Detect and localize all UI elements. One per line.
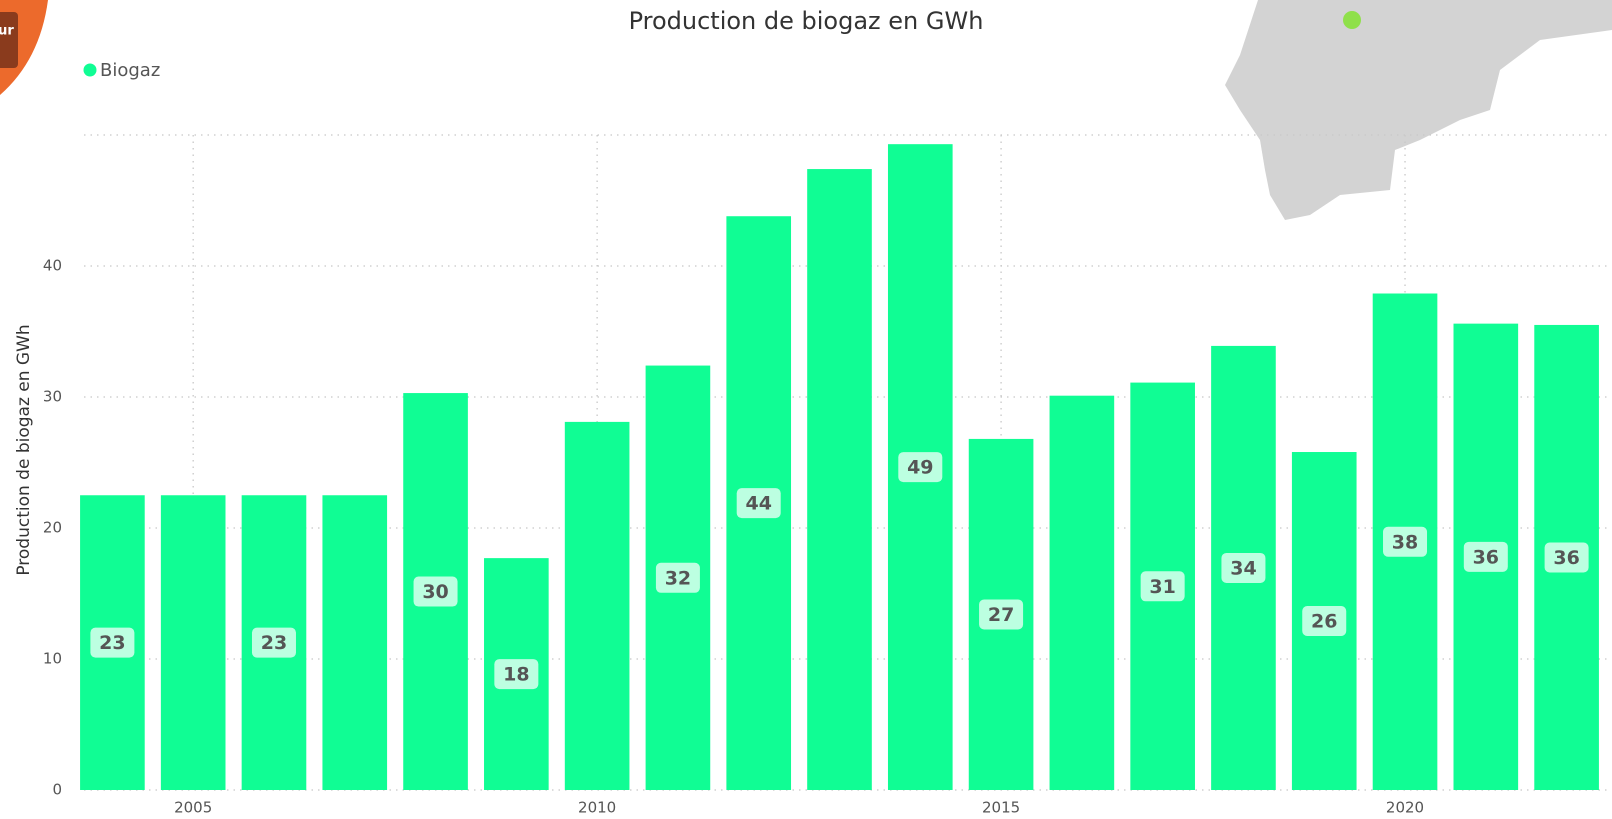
bar <box>160 495 226 790</box>
x-tick-label: 2020 <box>1386 799 1424 817</box>
y-axis-label: Production de biogaz en GWh <box>14 324 34 575</box>
data-label-box <box>979 599 1024 630</box>
legend-marker <box>83 63 97 77</box>
x-tick-label: 2010 <box>578 799 616 817</box>
overlay-button-label: ur <box>0 24 14 39</box>
bar <box>322 495 388 790</box>
data-label: 32 <box>665 567 691 589</box>
y-tick-label: 20 <box>43 519 62 537</box>
data-label: 38 <box>1392 531 1418 553</box>
y-tick-label: 40 <box>43 257 62 275</box>
x-tick-label: 2005 <box>174 799 212 817</box>
data-label-box <box>1221 552 1266 583</box>
bar <box>1049 395 1115 790</box>
data-label-box <box>413 576 458 607</box>
bar <box>807 169 872 790</box>
map-pin <box>1343 11 1361 29</box>
data-label-box <box>494 659 539 690</box>
data-label: 34 <box>1230 557 1256 579</box>
data-label-box <box>1140 571 1185 602</box>
data-label: 30 <box>422 581 448 603</box>
y-tick-label: 0 <box>52 781 62 799</box>
x-tick-label: 2015 <box>982 799 1020 817</box>
data-label: 49 <box>907 457 933 479</box>
data-label-box <box>655 562 700 593</box>
data-label-box <box>898 452 943 483</box>
overlay-button[interactable] <box>0 12 18 68</box>
data-label-box <box>251 627 296 658</box>
data-label: 44 <box>745 493 771 515</box>
data-label-box <box>1302 606 1347 637</box>
data-label: 18 <box>503 664 529 686</box>
data-label: 36 <box>1473 546 1499 568</box>
data-label: 26 <box>1311 611 1337 633</box>
y-tick-label: 10 <box>43 650 62 668</box>
y-tick-label: 30 <box>43 388 62 406</box>
legend-label[interactable]: Biogaz <box>100 60 160 81</box>
data-label-box <box>736 488 781 519</box>
data-label-box <box>1463 541 1508 572</box>
bar <box>564 421 630 790</box>
chart-title: Production de biogaz en GWh <box>629 7 984 35</box>
data-label: 23 <box>99 632 125 654</box>
data-label: 31 <box>1149 576 1175 598</box>
data-label-box <box>1383 526 1428 557</box>
data-label-box <box>90 627 135 658</box>
data-label: 36 <box>1553 547 1579 569</box>
data-label: 23 <box>261 632 287 654</box>
data-label: 27 <box>988 604 1014 626</box>
map-shape <box>1225 0 1612 220</box>
data-label-box <box>1544 542 1589 573</box>
